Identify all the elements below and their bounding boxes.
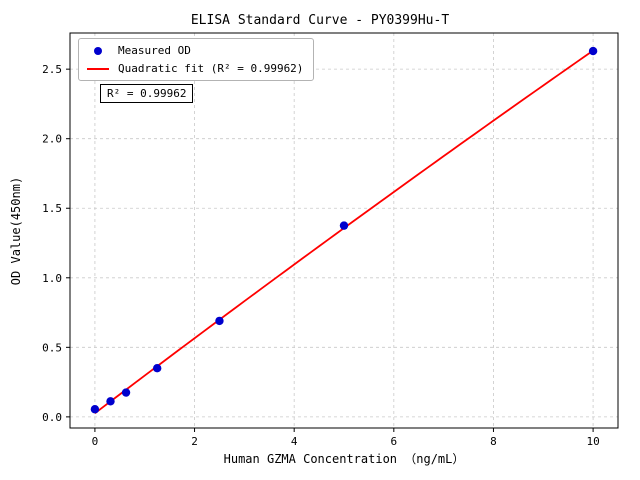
- x-tick-label: 2: [191, 435, 198, 448]
- legend-label: Measured OD: [118, 44, 191, 57]
- x-axis-label: Human GZMA Concentration （ng/mL）: [223, 452, 465, 466]
- y-tick-label: 1.5: [42, 202, 62, 215]
- data-point: [588, 46, 598, 56]
- data-point: [90, 405, 100, 414]
- y-tick-label: 2.0: [42, 133, 62, 146]
- plot-frame: [69, 32, 619, 429]
- data-point: [339, 221, 349, 230]
- x-tick-label: 10: [586, 435, 599, 448]
- data-point: [121, 388, 131, 397]
- y-tick-label: 0.0: [42, 411, 62, 424]
- data-point: [215, 316, 224, 326]
- legend-label: Quadratic fit (R² = 0.99962): [118, 62, 304, 75]
- x-tick-label: 8: [490, 435, 497, 448]
- y-tick-label: 1.0: [42, 272, 62, 285]
- y-axis-label: OD Value(450nm): [9, 176, 23, 286]
- x-tick-label: 4: [291, 435, 298, 448]
- y-tick-label: 0.5: [42, 341, 62, 354]
- x-tick-label: 6: [391, 435, 398, 448]
- legend-entry-quadratic-fit: Quadratic fit (R² = 0.99962): [87, 62, 303, 75]
- fit-line: [94, 49, 594, 414]
- legend-entry-measured-od: Measured OD: [87, 44, 303, 57]
- legend: Measured OD Quadratic fit (R² = 0.99962): [78, 38, 315, 81]
- chart-title: ELISA Standard Curve - PY0399Hu-T: [190, 13, 450, 28]
- r-squared-annotation: R² = 0.99962: [100, 84, 194, 103]
- data-point: [106, 397, 115, 406]
- x-tick-label: 0: [92, 435, 99, 448]
- scatter-marker-icon: [94, 46, 102, 55]
- y-tick-label: 2.5: [42, 63, 62, 76]
- data-point: [152, 363, 162, 373]
- line-marker-icon: [87, 67, 109, 70]
